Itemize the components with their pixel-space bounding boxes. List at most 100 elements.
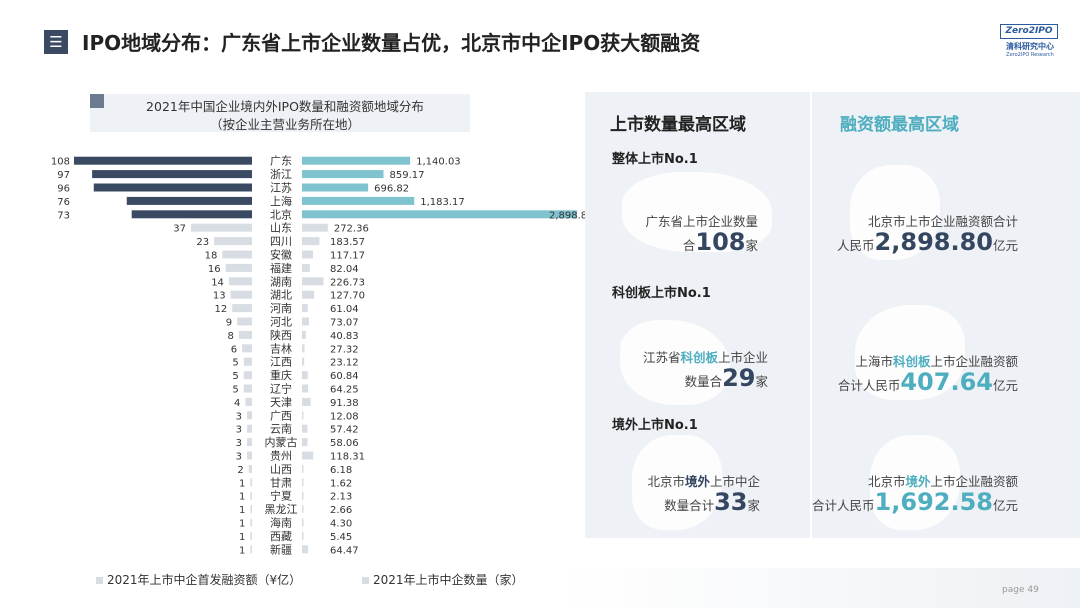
count-bar — [243, 384, 252, 393]
stat-text: 上市企业融资额 — [930, 474, 1018, 489]
guangdong-map-icon — [622, 172, 772, 252]
count-bar — [222, 250, 252, 259]
category-label: 北京 — [270, 207, 292, 221]
legend-swatch-count — [362, 577, 369, 584]
category-label: 内蒙古 — [265, 435, 298, 449]
count-label: 6 — [231, 344, 237, 355]
category-label: 海南 — [270, 516, 292, 530]
count-label: 1 — [239, 505, 245, 516]
count-label: 1 — [239, 519, 245, 530]
stat-text: 合计人民币 — [837, 378, 901, 393]
jiangsu-map-icon — [620, 320, 730, 405]
category-label: 福建 — [270, 261, 292, 275]
stat-text: 合计人民币 — [812, 498, 875, 513]
section-label-overall: 整体上市No.1 — [612, 152, 698, 167]
category-label: 江苏 — [270, 182, 292, 195]
amount-label: 2.66 — [330, 505, 352, 516]
category-label: 吉林 — [270, 341, 292, 355]
amount-label: 58.06 — [330, 438, 359, 449]
count-label: 37 — [173, 224, 186, 235]
amount-label: 60.84 — [330, 371, 359, 382]
category-label: 辽宁 — [270, 382, 292, 396]
category-label: 云南 — [270, 423, 292, 436]
category-label: 河南 — [270, 302, 292, 315]
count-label: 23 — [196, 237, 209, 248]
category-label: 贵州 — [270, 450, 292, 463]
count-label: 1 — [239, 545, 245, 556]
count-bar — [93, 183, 253, 192]
stat-number: 29 — [722, 364, 756, 392]
chart-title-marker — [90, 94, 104, 108]
count-label: 14 — [211, 277, 224, 288]
amount-bar — [302, 290, 315, 299]
stat-unit: 亿元 — [992, 378, 1018, 393]
stat-number: 1,692.58 — [874, 488, 993, 516]
category-label: 安徽 — [270, 248, 292, 262]
list-icon: ☰ — [44, 30, 68, 54]
stat-highlight: 境外 — [684, 474, 710, 489]
amount-bar — [302, 277, 324, 286]
count-label: 3 — [236, 452, 242, 463]
stat-text: 上海市 — [855, 354, 893, 369]
count-bar — [74, 156, 252, 165]
amount-bar — [302, 263, 310, 272]
stat-text: 广东省上市企业数量 — [645, 214, 758, 229]
amount-label: 118.31 — [330, 452, 365, 463]
legend-count: 2021年上市中企数量（家） — [362, 571, 524, 588]
amount-label: 27.32 — [330, 344, 359, 355]
count-label: 4 — [234, 398, 240, 409]
category-label: 甘肃 — [270, 476, 292, 489]
count-bar — [191, 223, 252, 232]
amount-bar — [302, 411, 304, 420]
count-label: 5 — [232, 358, 238, 369]
amount-bar — [302, 210, 577, 219]
section-label-star: 科创板上市No.1 — [612, 286, 711, 301]
amount-label: 859.17 — [390, 170, 425, 181]
count-bar — [232, 304, 252, 313]
count-bar — [250, 505, 252, 514]
stat-overall-count: 广东省上市企业数量 合108家 — [645, 212, 758, 256]
count-bar — [238, 330, 252, 339]
count-label: 5 — [232, 371, 238, 382]
amount-label: 12.08 — [330, 411, 359, 422]
logo-box: Zero2IPO — [1000, 24, 1058, 39]
count-bar — [250, 491, 252, 500]
amount-bar — [302, 170, 384, 179]
summary-divider — [810, 92, 812, 538]
stat-unit: 家 — [745, 238, 758, 253]
count-bar — [250, 531, 252, 540]
amount-bar — [302, 330, 306, 339]
amount-label: 40.83 — [330, 331, 359, 342]
count-bar — [230, 290, 252, 299]
heading-amount: 融资额最高区域 — [840, 115, 959, 135]
amount-label: 5.45 — [330, 532, 352, 543]
count-label: 8 — [227, 331, 233, 342]
legend-amount: 2021年上市中企首发融资额（¥亿） — [96, 571, 301, 588]
stat-text: 人民币 — [837, 238, 875, 253]
amount-bar — [302, 357, 305, 366]
amount-label: 117.17 — [330, 251, 365, 262]
count-bar — [225, 263, 252, 272]
category-label: 广东 — [270, 155, 292, 168]
count-label: 2 — [237, 465, 243, 476]
amount-bar — [302, 304, 308, 313]
amount-bar — [302, 156, 411, 165]
amount-label: 23.12 — [330, 358, 359, 369]
amount-bar — [302, 250, 314, 259]
count-label: 96 — [57, 184, 70, 195]
amount-bar — [302, 438, 308, 447]
count-bar — [250, 518, 252, 527]
legend-label-amount: 2021年上市中企首发融资额（¥亿） — [107, 573, 302, 587]
count-label: 3 — [236, 411, 242, 422]
count-bar — [242, 344, 252, 353]
stat-text: 北京市 — [647, 474, 685, 489]
amount-bar — [302, 518, 304, 527]
stat-text: 合 — [682, 238, 696, 253]
category-label: 天津 — [270, 396, 292, 409]
logo-cn: 清科研究中心 — [1006, 42, 1054, 51]
amount-bar — [302, 424, 308, 433]
count-bar — [247, 424, 252, 433]
category-label: 浙江 — [270, 168, 292, 181]
stat-text: 北京市 — [867, 474, 906, 489]
